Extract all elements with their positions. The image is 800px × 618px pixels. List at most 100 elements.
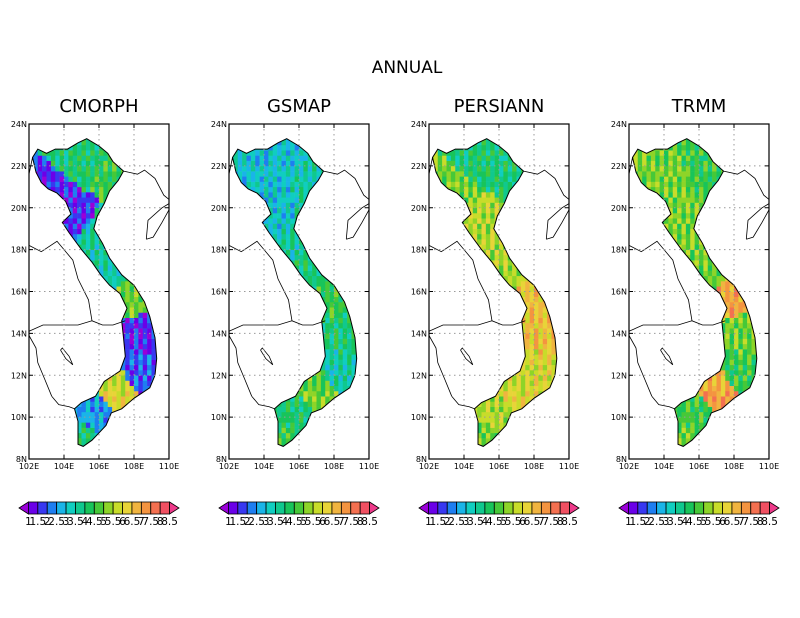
grid-cell: [299, 401, 304, 407]
grid-cell: [307, 239, 313, 245]
grid-cell: [499, 212, 504, 219]
grid-cell: [42, 349, 47, 355]
grid-cell: [142, 364, 148, 371]
grid-cell: [50, 138, 56, 140]
grid-cell: [290, 317, 295, 324]
grid-cell: [242, 281, 247, 287]
grid-cell: [494, 281, 500, 287]
grid-cell: [142, 432, 148, 439]
grid-cell: [72, 396, 78, 402]
grid-cell: [347, 275, 352, 282]
grid-cell: [237, 139, 243, 146]
grid-cell: [147, 155, 152, 161]
grid-cell: [42, 432, 47, 439]
grid-cell: [464, 370, 469, 376]
grid-cell: [138, 312, 144, 318]
grid-cell: [90, 354, 95, 360]
grid-cell: [32, 301, 34, 308]
grid-cell: [42, 406, 47, 413]
grid-cell: [120, 317, 126, 324]
grid-cell: [312, 144, 317, 151]
grid-cell: [268, 443, 274, 447]
grid-cell: [355, 301, 357, 308]
grid-cell: [334, 312, 339, 318]
grid-cell: [125, 218, 130, 224]
grid-cell: [155, 380, 157, 387]
grid-cell: [432, 186, 434, 193]
grid-cell: [446, 233, 452, 240]
grid-cell: [342, 212, 348, 219]
grid-cell: [472, 396, 478, 402]
grid-cell: [312, 239, 317, 245]
grid-cell: [459, 322, 465, 329]
grid-cell: [325, 244, 330, 250]
grid-cell: [42, 239, 47, 245]
grid-cell: [281, 443, 287, 447]
grid-cell: [250, 207, 256, 214]
grid-cell: [55, 249, 60, 256]
grid-cell: [342, 186, 348, 193]
grid-cell: [147, 417, 152, 423]
grid-cell: [120, 265, 126, 271]
grid-cell: [155, 443, 157, 447]
grid-cell: [142, 249, 148, 256]
grid-cell: [151, 218, 157, 224]
grid-cell: [468, 286, 474, 292]
grid-cell: [455, 333, 460, 339]
grid-cell: [468, 181, 474, 188]
grid-cell: [46, 349, 52, 355]
grid-cell: [303, 233, 309, 240]
grid-cell: [81, 176, 87, 182]
grid-cell: [281, 438, 287, 444]
grid-cell: [307, 301, 313, 308]
grid-cell: [134, 228, 139, 235]
grid-cell: [255, 212, 260, 219]
grid-cell: [242, 301, 247, 308]
grid-cell: [316, 301, 322, 308]
grid-cell: [338, 317, 344, 324]
grid-cell: [160, 443, 165, 449]
grid-cell: [432, 380, 434, 387]
grid-cell: [268, 202, 274, 209]
grid-cell: [147, 260, 152, 266]
grid-cell: [107, 265, 113, 271]
grid-cell: [142, 317, 148, 324]
grid-cell: [432, 270, 434, 277]
grid-cell: [233, 443, 239, 447]
grid-cell: [490, 317, 495, 324]
grid-cell: [33, 432, 39, 439]
grid-cell: [90, 301, 95, 308]
grid-cell: [277, 218, 282, 224]
grid-cell: [499, 396, 504, 402]
grid-cell: [94, 239, 100, 245]
grid-cell: [360, 244, 365, 250]
grid-cell: [325, 233, 330, 240]
grid-cell: [255, 370, 260, 376]
grid-cell: [433, 239, 439, 245]
grid-cell: [103, 380, 109, 387]
grid-cell: [281, 380, 287, 387]
grid-cell: [464, 192, 469, 198]
grid-cell: [442, 165, 447, 172]
grid-cell: [246, 181, 252, 188]
grid-cell: [155, 401, 157, 407]
grid-cell: [268, 411, 274, 418]
grid-cell: [342, 333, 348, 339]
grid-cell: [33, 443, 39, 447]
grid-cell: [81, 165, 87, 172]
grid-cell: [338, 301, 344, 308]
grid-cell: [494, 260, 500, 266]
grid-cell: [342, 317, 348, 324]
grid-cell: [437, 160, 443, 167]
grid-cell: [77, 150, 82, 156]
grid-cell: [116, 385, 122, 392]
grid-cell: [437, 338, 443, 345]
grid-cell: [125, 139, 130, 146]
grid-cell: [490, 359, 495, 366]
grid-cell: [94, 260, 100, 266]
grid-cell: [259, 181, 265, 188]
grid-cell: [272, 401, 278, 407]
grid-cell: [312, 443, 317, 447]
grid-cell: [250, 138, 256, 140]
grid-cell: [320, 138, 326, 140]
